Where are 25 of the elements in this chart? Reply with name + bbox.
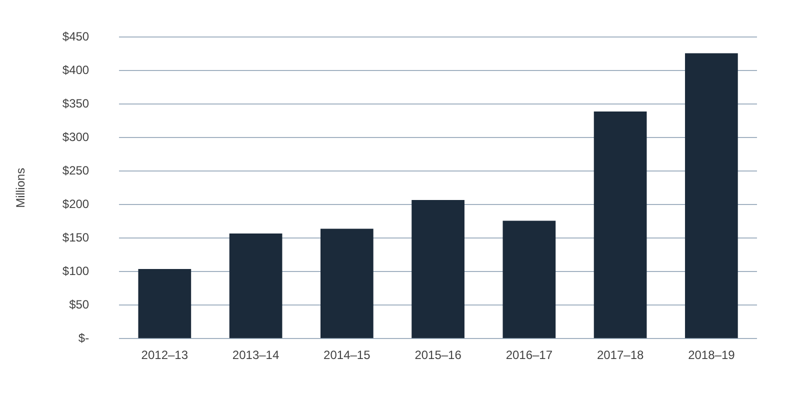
y-tick-label: $100	[62, 264, 90, 278]
x-tick-label: 2014–15	[324, 348, 371, 362]
y-tick-label: $450	[62, 30, 90, 44]
y-tick-label: $150	[62, 230, 90, 244]
bar	[502, 220, 556, 338]
y-tick-label: $250	[62, 163, 90, 178]
y-axis-title: Millions	[14, 168, 28, 208]
bar	[229, 233, 282, 338]
x-tick-label: 2015–16	[414, 348, 462, 362]
y-tick-label: $350	[62, 96, 90, 110]
y-tick-label: $400	[62, 63, 90, 77]
bar	[138, 268, 192, 338]
x-tick-label: 2017–18	[596, 348, 644, 362]
x-tick-label: 2016–17	[506, 348, 553, 362]
bar	[320, 228, 374, 338]
y-tick-label: $50	[69, 297, 90, 312]
y-tick-label: $200	[62, 196, 90, 211]
x-tick-label: 2012–13	[141, 348, 188, 362]
x-tick-label: 2018–19	[688, 348, 736, 362]
bar	[594, 112, 647, 338]
bar	[412, 200, 464, 338]
x-tick-label: 2013–14	[232, 348, 280, 362]
y-tick-label: $300	[62, 130, 90, 144]
y-tick-label: $-	[78, 330, 90, 345]
bar	[685, 53, 738, 338]
